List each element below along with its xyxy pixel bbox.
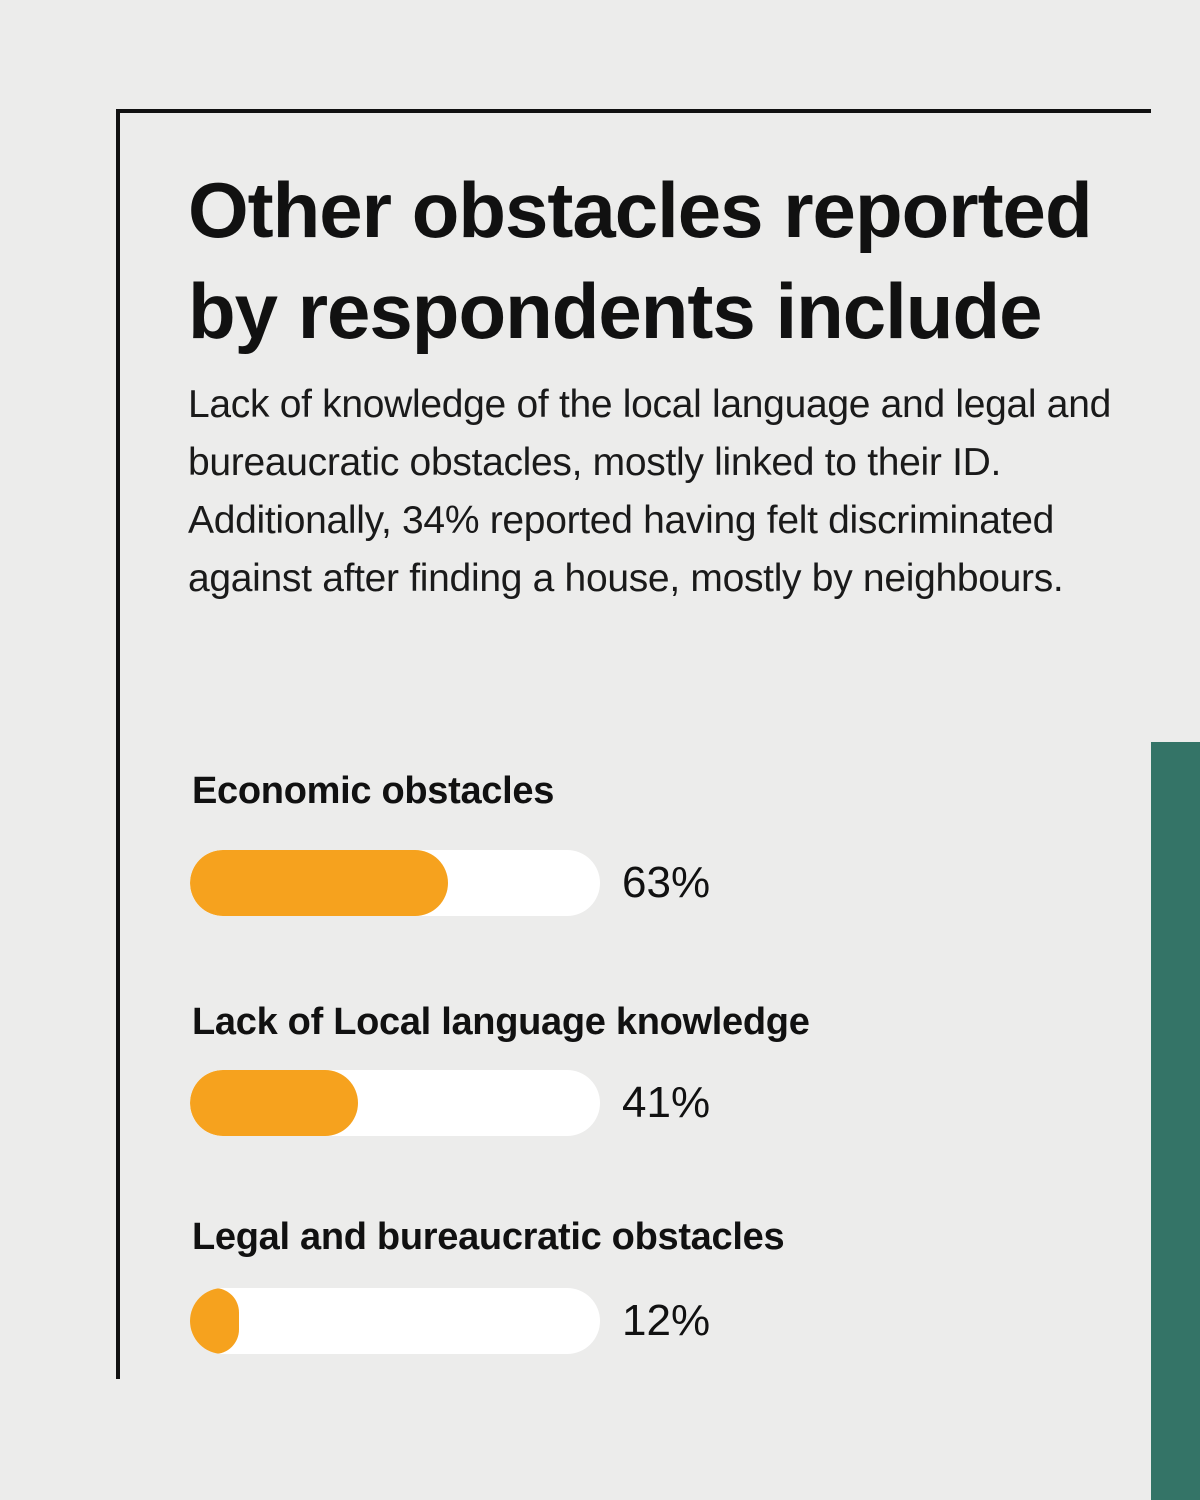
bar-track xyxy=(190,1070,600,1136)
bar-fill xyxy=(190,1288,240,1354)
bar-category-label: Economic obstacles xyxy=(192,770,555,812)
bar-fill xyxy=(190,1070,359,1136)
page-title: Other obstacles reported by respondents … xyxy=(188,160,1148,362)
page-title-line-1: Other obstacles reported xyxy=(188,166,1093,254)
bar-value-label: 41% xyxy=(622,1078,711,1127)
frame-top-line xyxy=(116,109,1151,113)
description-paragraph: Lack of knowledge of the local language … xyxy=(188,383,1111,600)
bar-value-label: 63% xyxy=(622,858,711,907)
bar-track xyxy=(190,1288,600,1354)
frame-left-line xyxy=(116,109,120,1379)
bar-category-label: Lack of Local language knowledge xyxy=(192,1001,810,1043)
bar-category-label: Legal and bureaucratic obstacles xyxy=(192,1216,785,1258)
teal-accent-rectangle xyxy=(1151,742,1200,1500)
bar-value-label: 12% xyxy=(622,1296,711,1345)
bar-track xyxy=(190,850,600,916)
bar-fill xyxy=(190,850,449,916)
page-title-line-2: by respondents include xyxy=(188,267,1042,355)
